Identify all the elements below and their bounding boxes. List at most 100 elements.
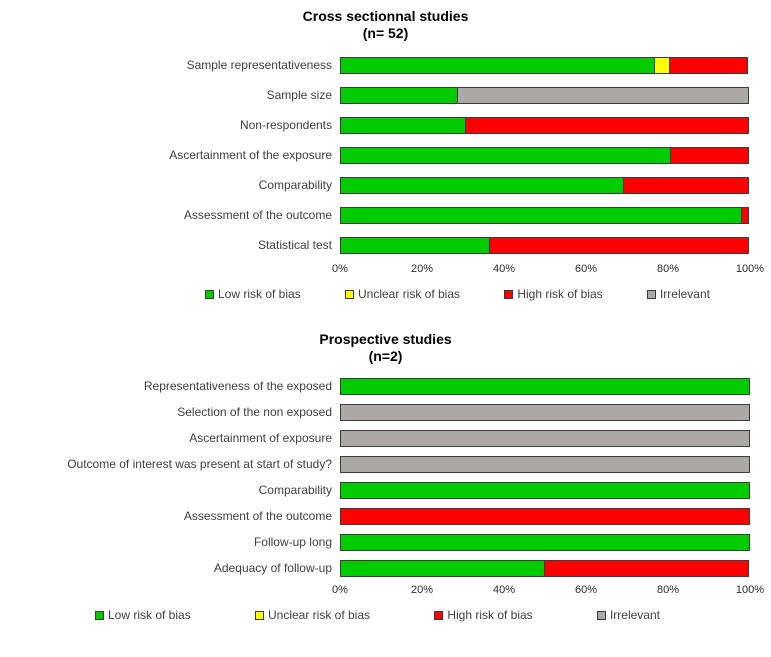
axis-tick-label: 40% (492, 263, 516, 275)
axis-tick-label: 20% (410, 263, 434, 275)
bar-row: Ascertainment of the exposure (0, 140, 771, 170)
axis-tick-label: 40% (492, 584, 516, 596)
bar-segment-high (668, 56, 748, 74)
bar-segment-low (340, 559, 545, 577)
axis-tick-label: 100% (735, 263, 765, 275)
category-label: Comparability (258, 483, 332, 497)
chart-subtitle: (n=2) (368, 348, 403, 364)
bar-track (340, 86, 750, 104)
legend-swatch-unclear (254, 610, 264, 620)
chart-title-text: Cross sectionnal studies (302, 8, 469, 24)
legend-item-irrelevant: Irrelevant (596, 608, 660, 622)
bar-segment-high (465, 116, 749, 134)
axis-tick-label: 20% (410, 584, 434, 596)
bar-track (340, 116, 750, 134)
legend-label: High risk of bias (517, 287, 603, 301)
category-label: Statistical test (257, 238, 332, 252)
bar-segment-low (340, 481, 750, 499)
bar-row: Statistical test (0, 230, 771, 260)
legend-item-irrelevant: Irrelevant (646, 287, 710, 301)
bar-segment-low (340, 533, 750, 551)
bar-rows: Representativeness of the exposed Selecti… (0, 373, 771, 581)
legend-swatch-low (205, 289, 214, 299)
bar-track (340, 559, 750, 577)
bar-segment-high (670, 146, 749, 164)
legend-swatch-irrelevant (646, 289, 656, 299)
bar-segment-low (340, 206, 743, 224)
bar-segment-low (340, 86, 459, 104)
bar-track (340, 507, 750, 525)
legend-item-low: Low risk of bias (205, 287, 301, 301)
bar-track (340, 403, 750, 421)
bar-segment-irrelevant (340, 403, 750, 421)
bar-track (340, 455, 750, 473)
bar-track (340, 146, 750, 164)
category-label: Representativeness of the exposed (143, 379, 332, 393)
category-label: Selection of the non exposed (177, 405, 332, 419)
category-label: Comparability (258, 178, 332, 192)
legend-item-unclear: Unclear risk of bias (344, 287, 461, 301)
category-label: Ascertainment of the exposure (169, 148, 332, 162)
legend-label: Irrelevant (609, 608, 660, 622)
category-label: Follow-up long (253, 535, 332, 549)
bar-segment-high (544, 559, 749, 577)
bar-track (340, 206, 750, 224)
bar-row: Assessment of the outcome (0, 200, 771, 230)
category-label: Assessment of the outcome (183, 208, 332, 222)
bar-segment-low (340, 377, 750, 395)
legend-label: Unclear risk of bias (267, 608, 371, 622)
axis-tick-label: 0% (332, 263, 348, 275)
axis-tick-label: 80% (656, 584, 680, 596)
bar-row: Non-respondents (0, 110, 771, 140)
bar-track (340, 377, 750, 395)
legend-item-high: High risk of bias (504, 287, 603, 301)
category-label: Assessment of the outcome (183, 509, 332, 523)
bar-row: Follow-up long (0, 529, 771, 555)
legend-item-high: High risk of bias (434, 608, 533, 622)
bar-segment-irrelevant (340, 429, 750, 447)
category-label: Sample size (266, 88, 332, 102)
bar-track (340, 429, 750, 447)
bar-segment-unclear (654, 56, 670, 74)
bar-segment-low (340, 146, 672, 164)
category-label: Non-respondents (239, 118, 332, 132)
legend-item-unclear: Unclear risk of bias (254, 608, 371, 622)
legend-swatch-unclear (344, 289, 354, 299)
chart-title: Prospective studies (n=2) (0, 331, 771, 365)
bar-segment-high (488, 236, 749, 254)
legend: Low risk of bias Unclear risk of bias High… (205, 287, 710, 301)
axis-tick-label: 60% (574, 263, 598, 275)
bar-segment-high (622, 176, 749, 194)
bar-row: Sample representativeness (0, 50, 771, 80)
bar-segment-low (340, 236, 490, 254)
bar-row: Assessment of the outcome (0, 503, 771, 529)
axis-tick-label: 60% (574, 584, 598, 596)
bar-row: Selection of the non exposed (0, 399, 771, 425)
bar-track (340, 176, 750, 194)
bar-segment-irrelevant (457, 86, 749, 104)
chart-cross-sectional: Cross sectionnal studies (n= 52) Sample … (0, 0, 771, 301)
legend-label: Unclear risk of bias (357, 287, 461, 301)
legend-label: Low risk of bias (108, 608, 191, 622)
axis-tick-label: 100% (735, 584, 765, 596)
bar-track (340, 56, 750, 74)
axis-tick-label: 0% (332, 584, 348, 596)
legend-label: High risk of bias (447, 608, 533, 622)
bar-row: Ascertainment of exposure (0, 425, 771, 451)
bar-segment-low (340, 176, 624, 194)
bar-segment-low (340, 56, 656, 74)
bar-track (340, 236, 750, 254)
bar-segment-low (340, 116, 467, 134)
bar-segment-high (340, 507, 750, 525)
bar-row: Comparability (0, 170, 771, 200)
legend-label: Irrelevant (659, 287, 710, 301)
bar-segment-high (741, 206, 749, 224)
legend-swatch-high (434, 610, 444, 620)
category-label: Outcome of interest was present at start… (67, 457, 332, 471)
bar-row: Comparability (0, 477, 771, 503)
legend-swatch-irrelevant (596, 610, 606, 620)
bar-row: Sample size (0, 80, 771, 110)
bar-segment-irrelevant (340, 455, 750, 473)
chart-title-text: Prospective studies (319, 331, 452, 347)
